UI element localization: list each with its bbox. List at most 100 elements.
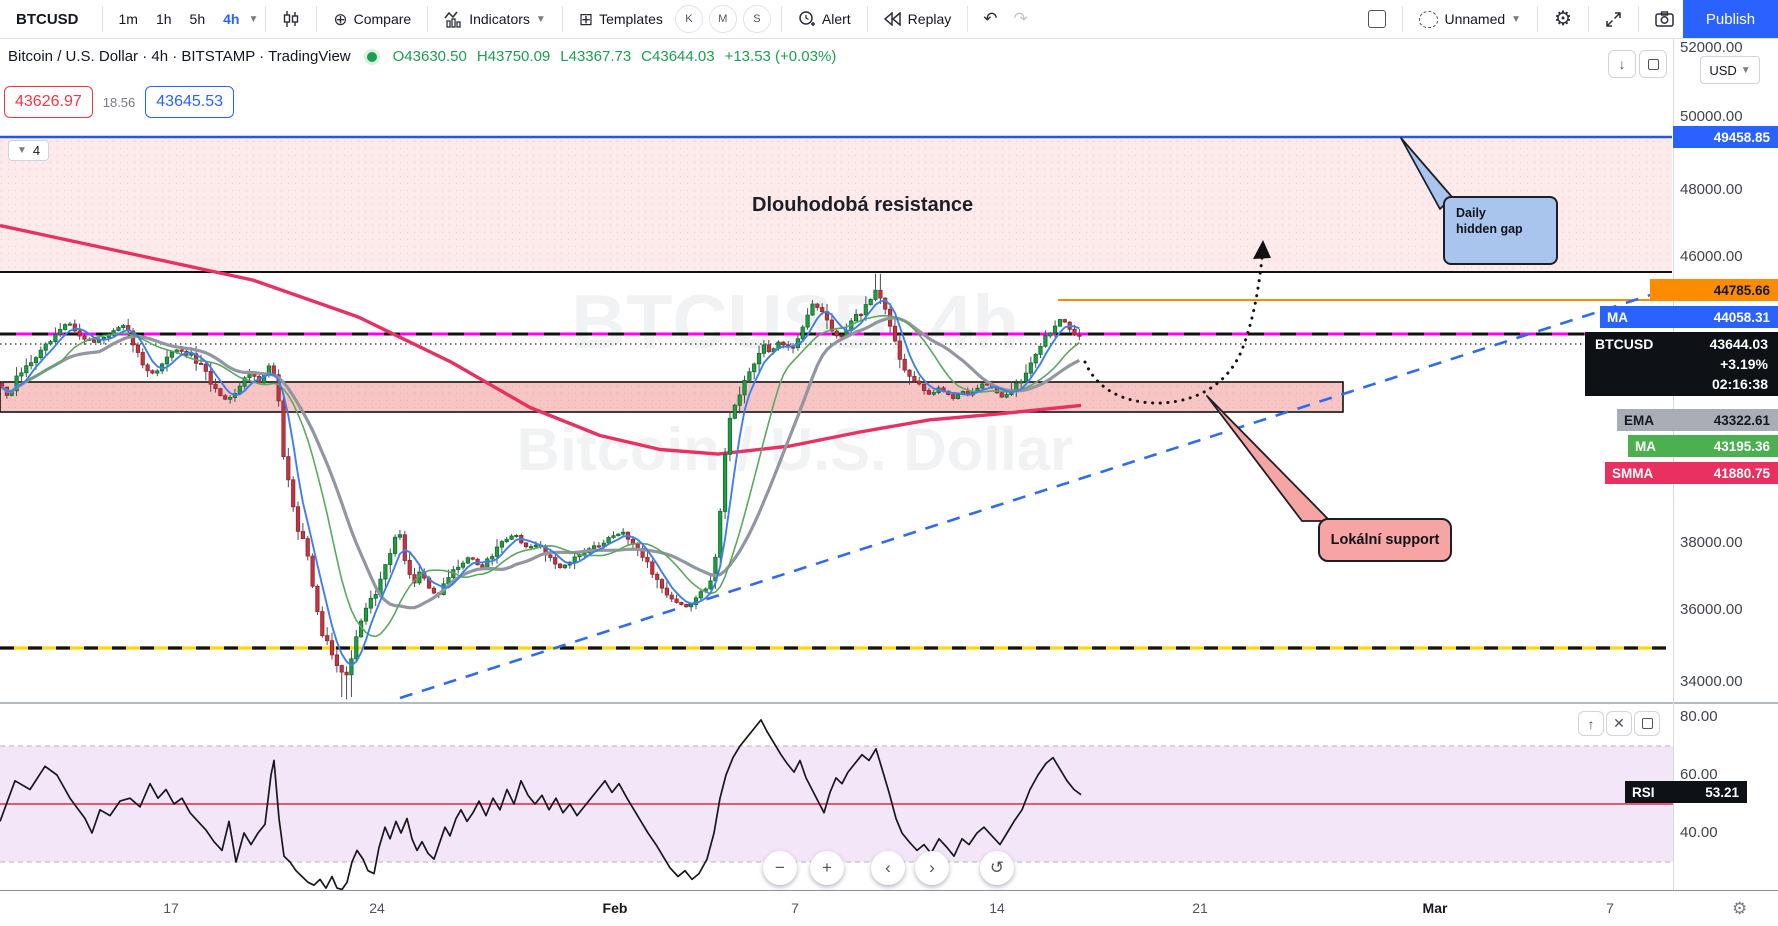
price-tick: 46000.00	[1680, 248, 1743, 265]
arrow-down-icon: ↓	[1618, 56, 1626, 72]
layout-select-button[interactable]	[1359, 0, 1395, 38]
smma-line[interactable]	[0, 223, 1082, 456]
maximize-icon	[1641, 718, 1653, 729]
symbol-button[interactable]: BTCUSD	[16, 10, 79, 28]
ma-fast-label: MA 44058.31	[1600, 306, 1778, 328]
maximize-pane-button[interactable]	[1639, 50, 1667, 78]
indicators-icon	[444, 11, 461, 28]
ma-mid-label: MA 43195.36	[1628, 435, 1778, 457]
last-price-label: BTCUSD 43644.03 +3.19% 02:16:38	[1585, 332, 1778, 396]
fullscreen-button[interactable]	[1596, 0, 1631, 38]
replay-icon	[883, 12, 901, 26]
redo-button[interactable]: ↷	[1013, 9, 1028, 28]
projection-arrowhead	[1253, 240, 1271, 259]
time-label-mar: Mar	[1422, 900, 1448, 916]
scroll-left-button[interactable]: ‹	[871, 851, 905, 885]
market-status-dot	[366, 51, 377, 62]
collapsed-indicators-chip[interactable]: ▼ 4	[8, 140, 50, 161]
price-tick: 48000.00	[1680, 181, 1743, 198]
smma-label: SMMA 41880.75	[1605, 462, 1778, 484]
timeframe-4h[interactable]: 4h	[223, 11, 240, 27]
quick-template-m[interactable]: M	[708, 5, 737, 33]
resistance-annotation-text[interactable]: Dlouhodobá resistance	[752, 194, 974, 216]
daily-gap-callout[interactable]: Daily hidden gap	[1443, 196, 1558, 265]
compare-button[interactable]: ⊕ Compare	[333, 9, 412, 29]
cloud-icon	[1419, 10, 1439, 28]
currency-chevron-icon: ▼	[1740, 64, 1751, 76]
zoom-out-button[interactable]: −	[763, 851, 797, 885]
rsi-close-button[interactable]: ✕	[1606, 711, 1632, 736]
top-toolbar: BTCUSD 1m 1h 5h 4h ▼ ⊕ Compare	[0, 0, 1778, 39]
price-tick: 80.00	[1680, 708, 1718, 725]
rsi-maximize-button[interactable]	[1634, 711, 1660, 736]
ohlc-values: O43630.50 H43750.09 L43367.73 C43644.03 +13.…	[392, 48, 837, 65]
time-scale[interactable]	[0, 890, 1778, 926]
close-icon: ✕	[1613, 715, 1625, 731]
publish-button[interactable]: Publish	[1683, 0, 1778, 38]
timeframe-1m[interactable]: 1m	[118, 11, 138, 27]
alert-button[interactable]: Alert	[789, 0, 860, 38]
zoom-in-button[interactable]: +	[810, 851, 844, 885]
fullscreen-icon	[1606, 11, 1621, 27]
local-support-callout[interactable]: Lokální support	[1318, 518, 1452, 562]
cloud-layout-button[interactable]: Unnamed ▼	[1410, 0, 1530, 38]
arrow-up-icon: ↑	[1587, 715, 1595, 732]
time-label-7: 7	[1606, 900, 1614, 916]
watermark-line1: BTCUSD, 4h	[571, 280, 1019, 365]
time-label-feb: Feb	[602, 900, 628, 916]
timeframe-5h[interactable]: 5h	[189, 11, 206, 27]
settings-button[interactable]: ⚙	[1545, 0, 1581, 38]
trendline[interactable]	[399, 286, 1673, 700]
timeframe-group: 1m 1h 5h 4h	[110, 11, 249, 27]
time-label-7: 7	[791, 900, 799, 916]
indicators-button[interactable]: Indicators ▼	[435, 0, 555, 38]
chart-style-button[interactable]	[273, 0, 309, 38]
time-label-24: 24	[369, 900, 385, 916]
price-tick: 50000.00	[1680, 108, 1743, 125]
sell-button[interactable]: 43626.97	[4, 86, 93, 118]
price-tick: 34000.00	[1680, 673, 1743, 690]
timeframe-1h[interactable]: 1h	[155, 11, 172, 27]
chevron-down-icon: ▼	[17, 145, 27, 156]
price-tick: 36000.00	[1680, 601, 1743, 618]
currency-selector[interactable]: USD ▼	[1700, 56, 1760, 84]
reset-chart-button[interactable]: ↺	[980, 851, 1014, 885]
gear-icon: ⚙	[1554, 8, 1572, 30]
layout-chevron-icon: ▼	[1511, 13, 1522, 25]
time-label-17: 17	[163, 900, 179, 916]
scroll-right-button[interactable]: ›	[915, 851, 949, 885]
replay-button[interactable]: Replay	[875, 0, 961, 38]
timeframe-chevron-icon[interactable]: ▼	[248, 13, 259, 25]
ma-fast-line[interactable]	[1, 299, 1080, 667]
maximize-icon	[1647, 58, 1659, 70]
compare-plus-icon: ⊕	[333, 9, 348, 29]
symbol-description[interactable]: Bitcoin / U.S. Dollar · 4h · BITSTAMP · …	[8, 48, 351, 65]
rsi-label: RSI 53.21	[1625, 781, 1747, 803]
camera-icon	[1655, 11, 1674, 27]
templates-button[interactable]: ⊞ Templates	[578, 9, 663, 29]
symbol-info-row[interactable]: Bitcoin / U.S. Dollar · 4h · BITSTAMP · …	[8, 48, 836, 65]
alert-clock-icon	[799, 11, 815, 26]
indicators-chevron-icon: ▼	[535, 13, 546, 25]
quick-template-k[interactable]: K	[674, 5, 703, 33]
gap-price-label: 49458.85	[1673, 126, 1778, 148]
quick-template-s[interactable]: S	[742, 5, 771, 33]
resistance-price-label: 44785.66	[1650, 279, 1778, 301]
ema-label: EMA 43322.61	[1617, 409, 1778, 431]
price-tick: 60.00	[1680, 766, 1718, 783]
scroll-to-realtime-button[interactable]: ↓	[1608, 50, 1636, 78]
local-support-pointer	[1206, 395, 1331, 522]
snapshot-button[interactable]	[1646, 0, 1683, 38]
templates-grid-icon: ⊞	[578, 9, 594, 29]
rsi-move-up-button[interactable]: ↑	[1578, 711, 1604, 736]
projection-curve[interactable]	[1083, 256, 1264, 405]
scale-settings-gear-icon[interactable]: ⚙	[1732, 899, 1748, 918]
clipped-price-tick: 52000.00	[1680, 39, 1743, 55]
undo-button[interactable]: ↶	[983, 9, 998, 28]
price-tick: 38000.00	[1680, 534, 1743, 551]
bid-ask-panel: 43626.97 18.56 43645.53	[4, 86, 235, 118]
buy-button[interactable]: 43645.53	[145, 86, 235, 118]
